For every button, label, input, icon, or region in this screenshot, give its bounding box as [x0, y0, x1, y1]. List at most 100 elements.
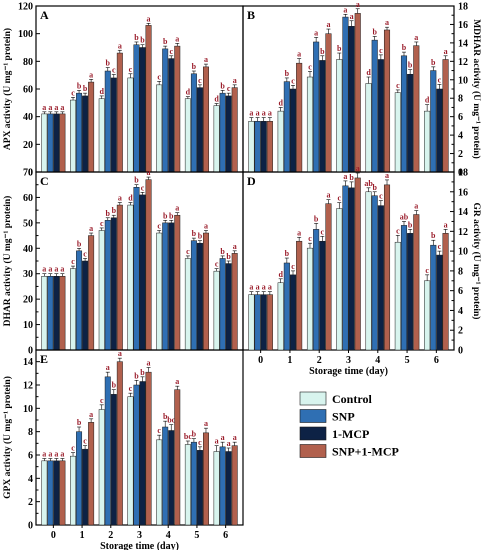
panel-frame [242, 171, 455, 351]
significance-letter: b [77, 81, 82, 90]
significance-letter: c [215, 260, 219, 269]
significance-letter: c [157, 426, 161, 435]
significance-letter: b [372, 27, 377, 36]
bar [289, 274, 297, 351]
y-tick-label: 0 [28, 521, 33, 532]
bar [442, 59, 449, 173]
significance-letter: a [54, 450, 58, 459]
significance-letter: c [379, 192, 383, 201]
x-tick-label: 0 [51, 530, 56, 541]
bar [248, 121, 255, 173]
bar [342, 185, 349, 351]
panel-letter: B [247, 8, 255, 22]
bar [116, 52, 123, 173]
bar [110, 217, 117, 351]
bar [110, 77, 117, 173]
bar [47, 113, 54, 173]
bar [348, 187, 355, 351]
significance-letter: a [268, 109, 272, 118]
bar [47, 276, 54, 351]
significance-letter: ab [364, 179, 373, 188]
bar [377, 59, 384, 173]
bar [110, 394, 117, 526]
bar [76, 92, 83, 173]
significance-letter: a [414, 33, 418, 42]
significance-letter: bc [184, 432, 192, 441]
significance-letter: a [297, 50, 301, 59]
y-tick-label: 8 [28, 427, 33, 438]
bar [53, 113, 60, 173]
bar [156, 439, 163, 526]
bar [82, 448, 89, 526]
y-tick-label: 20 [23, 295, 33, 306]
significance-letter: a [268, 283, 272, 292]
bar [365, 191, 372, 351]
y-axis-label: APX activity (U mg⁻¹ protein) [2, 28, 13, 150]
legend-swatch [299, 391, 327, 406]
significance-letter: a [256, 283, 260, 292]
y-tick-label: 0 [28, 346, 33, 357]
bar [231, 87, 238, 173]
bar [407, 73, 414, 173]
significance-letter: c [100, 219, 104, 228]
bar [348, 26, 355, 173]
significance-letter: a [227, 439, 231, 448]
bar [184, 258, 191, 351]
x-tick-label: 1 [287, 355, 292, 366]
significance-letter: b [337, 44, 342, 53]
significance-letter: b [140, 368, 145, 377]
bar [98, 409, 105, 526]
panel-letter: E [40, 352, 48, 366]
significance-letter: b [77, 239, 82, 248]
significance-letter: c [71, 257, 75, 266]
significance-letter: c [129, 384, 133, 393]
significance-letter: a [60, 103, 64, 112]
y-tick-label: 0 [458, 346, 463, 357]
significance-letter: c [71, 88, 75, 97]
bar [283, 262, 290, 351]
significance-letter: c [425, 266, 429, 275]
y-tick-label: 70 [23, 168, 33, 179]
bar [424, 280, 431, 351]
bar [76, 431, 83, 526]
significance-letter: a [314, 28, 318, 37]
significance-letter: c [227, 84, 231, 93]
bar [225, 95, 232, 173]
y-axis-label: GPX activity (U mg⁻¹ protein) [2, 376, 13, 499]
significance-letter: a [249, 283, 253, 292]
bar [296, 240, 303, 351]
panel-letter: D [247, 174, 256, 188]
x-axis-label: Storage time (day) [100, 541, 179, 550]
y-tick-label: 16 [458, 20, 468, 31]
y-tick-label: 40 [23, 244, 33, 255]
significance-letter: b [431, 58, 436, 67]
significance-letter: c [321, 227, 325, 236]
bar [430, 244, 437, 351]
bar [190, 441, 197, 526]
bar [219, 92, 226, 173]
significance-letter: d [128, 194, 133, 203]
y-axis-label: GR activity (U mg⁻¹ protein) [471, 203, 482, 320]
significance-letter: c [186, 247, 190, 256]
bar [196, 242, 203, 351]
bar [277, 110, 284, 173]
bar [184, 98, 191, 173]
significance-letter: c [308, 234, 312, 243]
bar [407, 233, 414, 351]
y-tick-label: 10 [458, 75, 468, 86]
x-tick-label: 0 [258, 355, 263, 366]
significance-letter: b [402, 43, 407, 52]
y-tick-label: 0 [458, 168, 463, 179]
significance-letter: a [326, 191, 330, 200]
significance-letter: b [349, 173, 354, 182]
y-tick-label: 4 [458, 131, 463, 142]
y-tick-label: 0 [28, 168, 33, 179]
bar [174, 389, 181, 526]
bar [260, 121, 267, 173]
y-tick-label: 2 [28, 497, 33, 508]
significance-letter: c [198, 438, 202, 447]
bar [139, 194, 146, 351]
y-tick-label: 2 [458, 149, 463, 160]
